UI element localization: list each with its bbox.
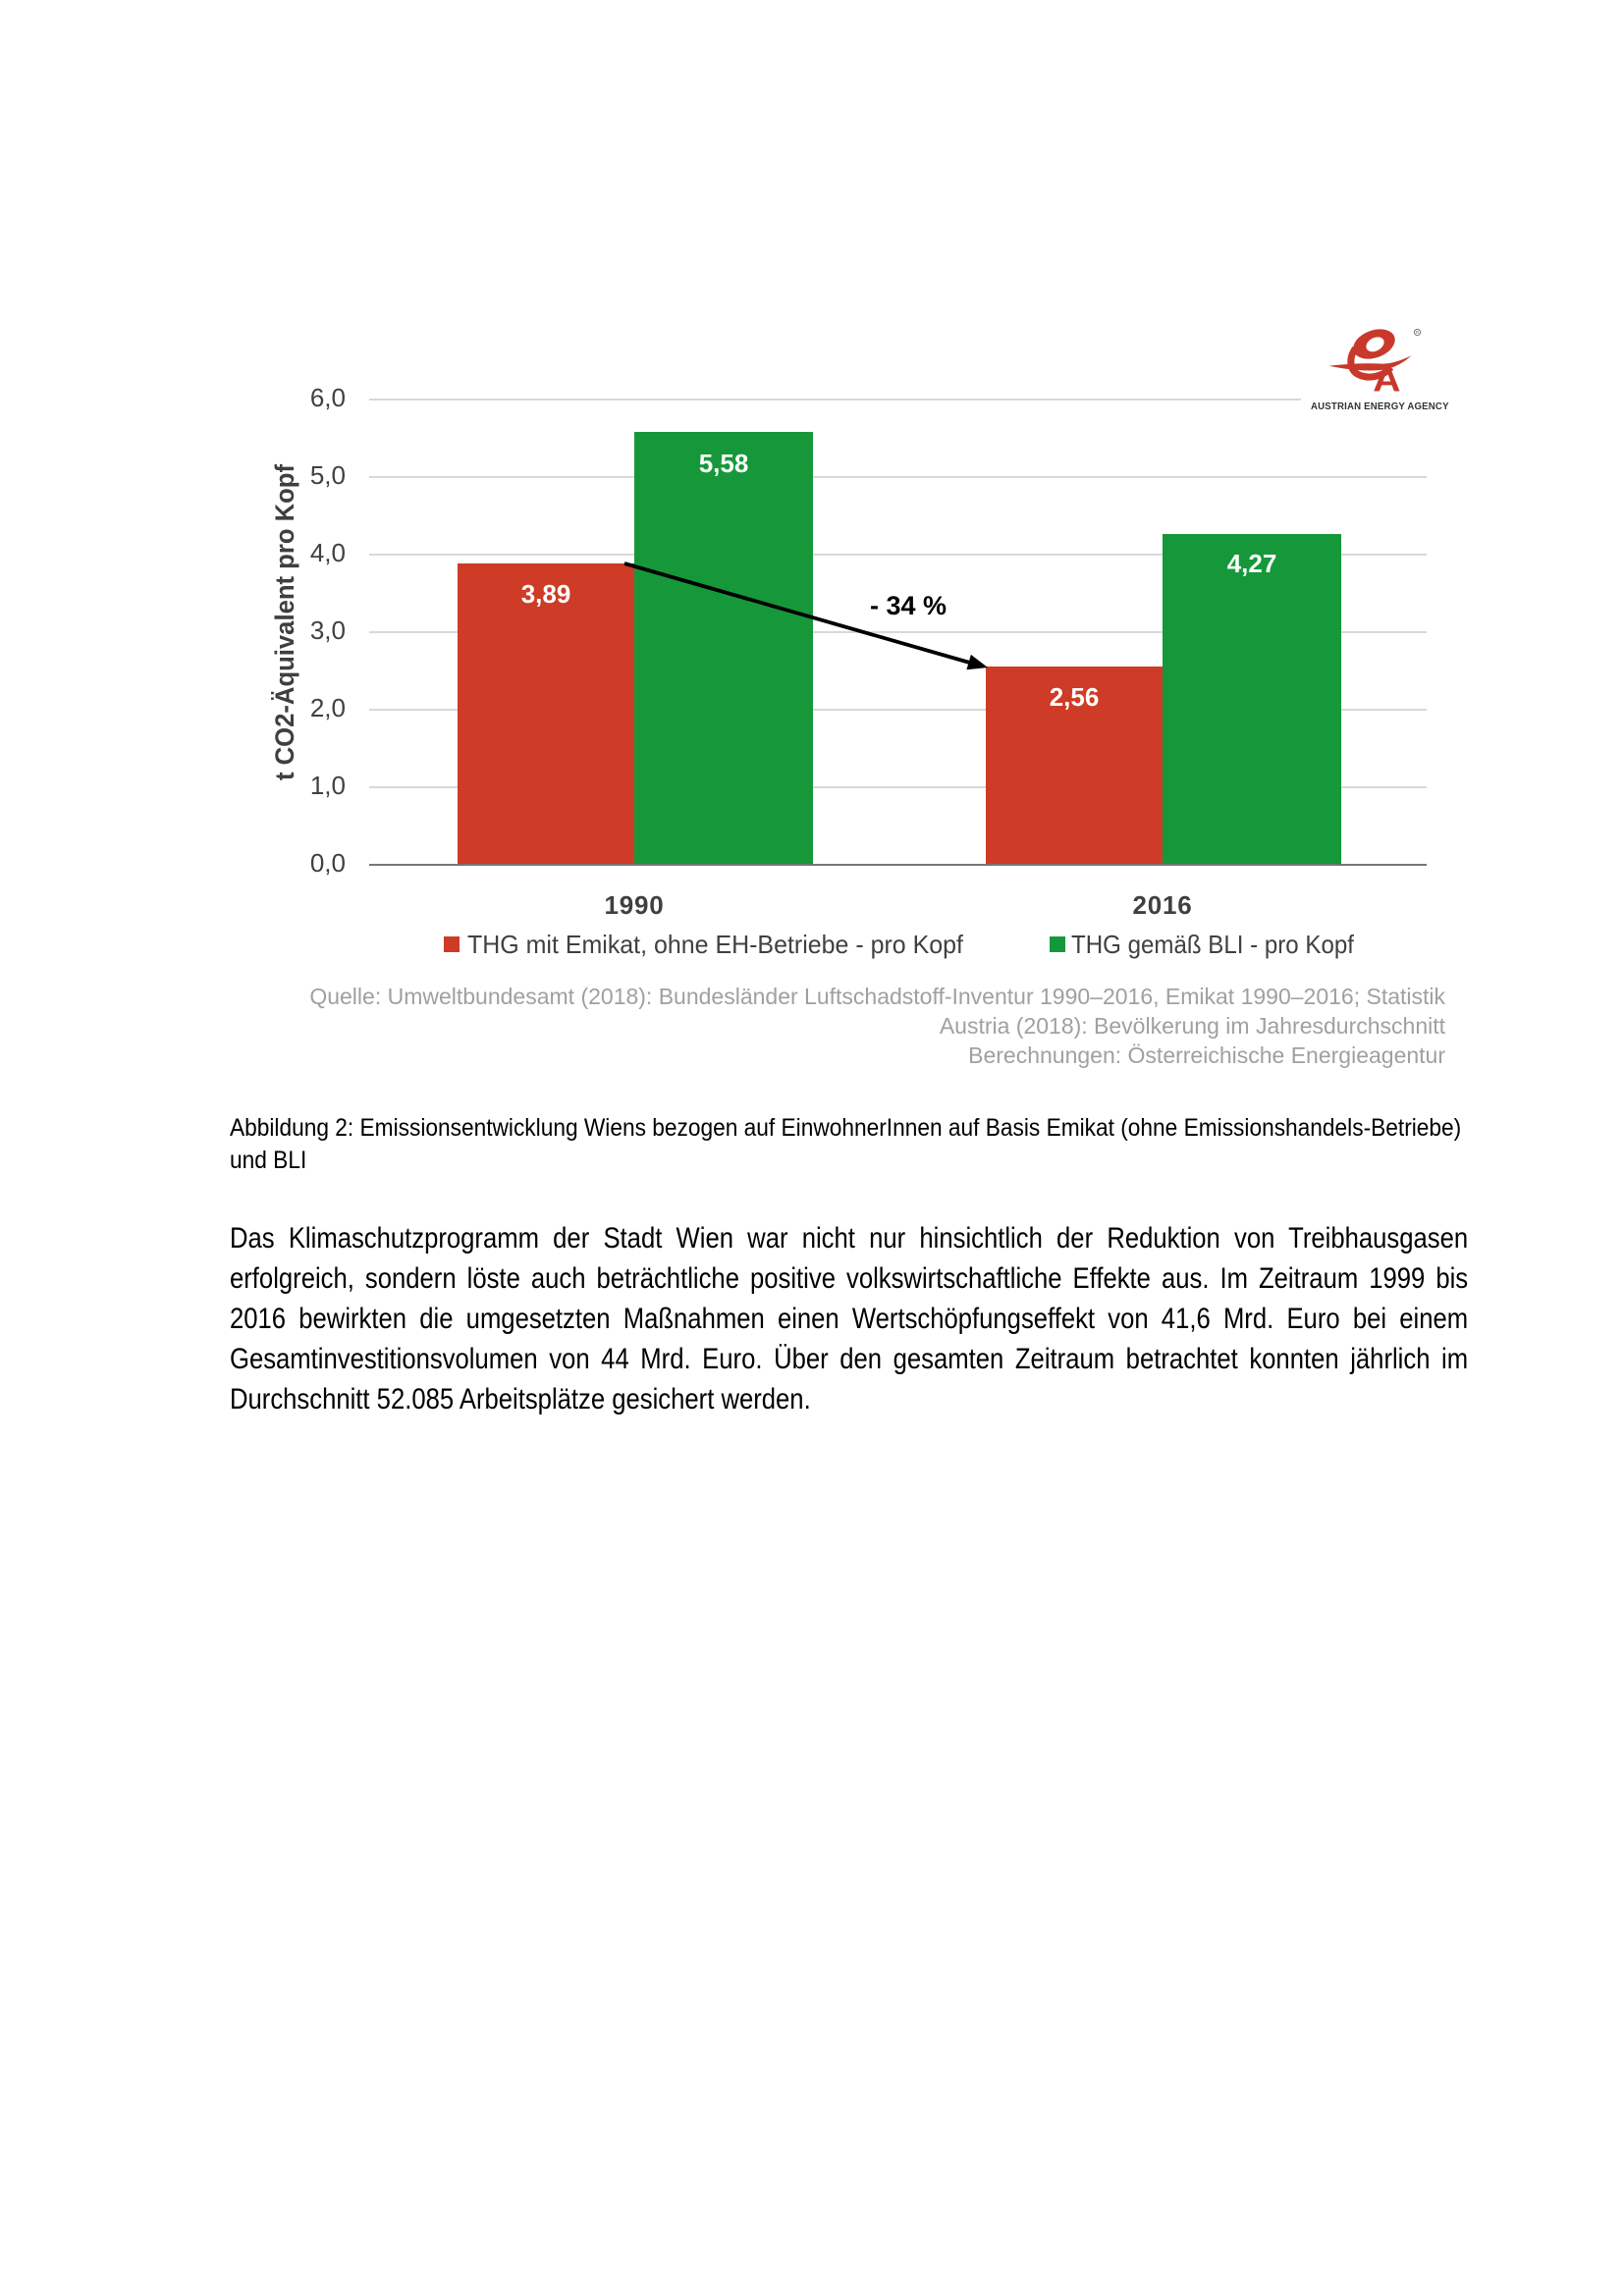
svg-text:R: R xyxy=(1416,330,1420,335)
svg-text:A: A xyxy=(1373,359,1400,398)
